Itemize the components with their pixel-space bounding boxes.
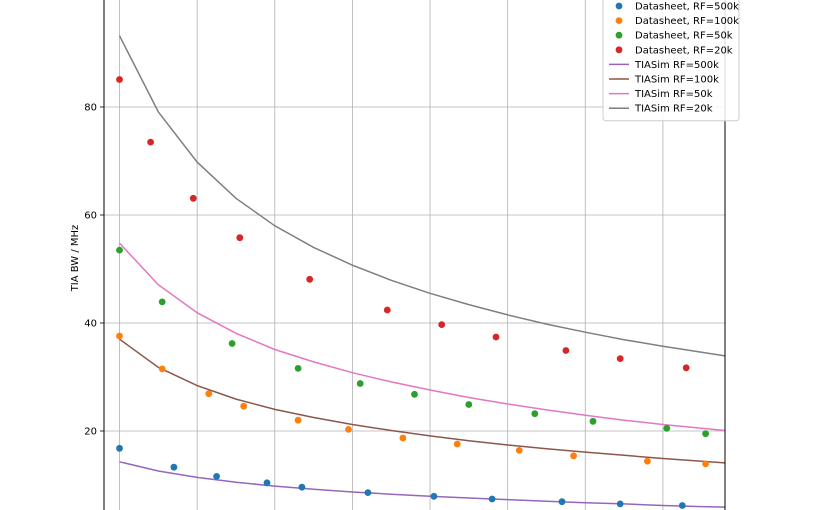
y-tick-label-1: 40 xyxy=(84,319,97,330)
data-point-s0-2 xyxy=(213,473,221,480)
data-point-s0-3 xyxy=(263,479,271,487)
data-point-s3-0 xyxy=(116,76,123,83)
data-point-s2-6 xyxy=(465,401,473,408)
data-point-s1-9 xyxy=(570,452,577,460)
data-point-s2-8 xyxy=(589,417,597,425)
legend-marker-2 xyxy=(615,31,623,39)
data-point-s2-5 xyxy=(411,390,418,398)
data-point-s3-1 xyxy=(147,138,155,146)
legend-label-6: TIASim RF=50k xyxy=(634,89,713,100)
data-point-s1-1 xyxy=(158,365,166,373)
data-point-s1-3 xyxy=(240,402,248,410)
legend-marker-0 xyxy=(615,2,623,10)
series-points xyxy=(116,76,709,509)
legend-label-4: TIASim RF=500k xyxy=(634,60,719,71)
data-point-s0-6 xyxy=(430,492,438,500)
data-point-s1-6 xyxy=(399,434,407,442)
data-point-s2-7 xyxy=(531,410,539,418)
data-point-s1-10 xyxy=(644,457,651,465)
legend-label-7: TIASim RF=20k xyxy=(634,104,713,115)
data-point-s0-8 xyxy=(558,498,566,506)
series-lines xyxy=(118,35,726,508)
series-line-0 xyxy=(119,461,726,508)
data-point-s2-10 xyxy=(702,430,709,438)
plot-frame xyxy=(103,0,726,510)
data-point-s0-10 xyxy=(678,502,686,509)
data-point-s3-3 xyxy=(236,234,244,242)
data-point-s1-7 xyxy=(453,440,461,448)
data-point-s0-1 xyxy=(170,463,178,471)
data-point-s1-2 xyxy=(205,390,213,398)
data-point-s3-7 xyxy=(492,333,500,341)
data-point-s0-5 xyxy=(364,489,372,496)
data-point-s2-0 xyxy=(116,246,123,254)
legend-marker-3 xyxy=(615,46,623,54)
legend-box xyxy=(602,0,740,122)
data-point-s3-10 xyxy=(682,364,690,372)
series-line-2 xyxy=(118,242,726,432)
y-tick-label-3: 80 xyxy=(84,103,97,114)
data-point-s0-4 xyxy=(298,483,306,491)
data-point-s2-9 xyxy=(663,424,671,432)
data-point-s3-9 xyxy=(616,355,624,362)
data-point-s0-9 xyxy=(616,500,624,508)
legend-label-1: Datasheet, RF=100k xyxy=(635,16,739,27)
y-tick-label-0: 20 xyxy=(84,427,97,438)
data-point-s1-11 xyxy=(702,460,709,468)
legend-label-2: Datasheet, RF=50k xyxy=(635,31,733,42)
legend-label-0: Datasheet, RF=500k xyxy=(635,2,739,13)
data-point-s2-3 xyxy=(294,365,302,372)
data-point-s1-0 xyxy=(116,332,123,340)
legend-marker-1 xyxy=(615,17,623,24)
data-point-s3-6 xyxy=(438,321,446,328)
y-axis-label: TIA BW / MHz xyxy=(70,225,81,293)
data-point-s2-1 xyxy=(158,298,166,306)
series-line-1 xyxy=(119,338,726,464)
data-point-s1-5 xyxy=(345,426,352,433)
data-point-s3-2 xyxy=(189,194,197,202)
data-point-s3-5 xyxy=(383,306,391,314)
data-point-s2-4 xyxy=(356,380,364,387)
data-point-s3-8 xyxy=(562,347,570,354)
data-point-s2-2 xyxy=(228,340,236,347)
legend-label-3: Datasheet, RF=20k xyxy=(635,45,733,56)
data-point-s0-7 xyxy=(488,495,496,503)
legend-label-5: TIASim RF=100k xyxy=(634,75,719,86)
data-point-s1-4 xyxy=(294,416,302,424)
series-line-3 xyxy=(118,35,726,357)
data-point-s3-4 xyxy=(306,275,314,283)
data-point-s1-8 xyxy=(515,447,523,454)
y-tick-label-2: 60 xyxy=(84,211,97,222)
legend: Datasheet, RF=500k Datasheet, RF=100k Data… xyxy=(602,0,740,122)
grid xyxy=(104,0,725,510)
y-axis-ticks: 20 40 60 80 xyxy=(84,103,104,438)
data-point-s0-0 xyxy=(116,444,123,452)
